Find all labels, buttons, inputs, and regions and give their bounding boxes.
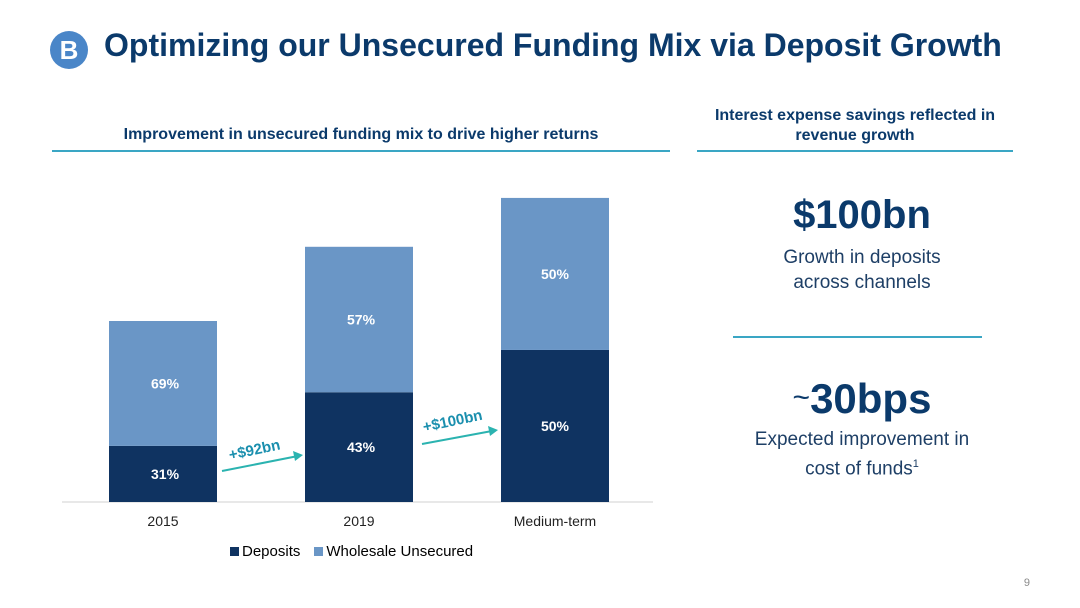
growth-arrow-2-head	[488, 426, 498, 436]
left-divider	[52, 150, 670, 152]
data-label-deposits-0: 31%	[151, 466, 180, 482]
stat-cost-improvement-desc-1: Expected improvement in	[754, 429, 970, 450]
stat-deposit-growth-desc-1: Growth in deposits	[783, 247, 941, 268]
stacked-bar-chart: 31% 69% 2015 43% 57% 2019 50% 50% Medium-term +$…	[62, 197, 653, 529]
x-tick-label-2: Medium-term	[514, 513, 596, 529]
growth-arrow-2-label: +$100bn	[421, 407, 484, 436]
legend-item-deposits: Deposits	[230, 543, 300, 560]
data-label-wholesale-0: 69%	[151, 375, 180, 391]
legend-item-wholesale: Wholesale Unsecured	[314, 543, 473, 560]
right-divider	[697, 150, 1013, 152]
data-label-wholesale-1: 57%	[347, 312, 376, 328]
data-label-deposits-1: 43%	[347, 439, 376, 455]
bar-deposits-0	[109, 445, 217, 502]
legend-label-deposits: Deposits	[242, 543, 301, 560]
bar-deposits-1	[305, 392, 413, 502]
bar-wholesale-2	[501, 197, 609, 350]
footnote-marker: 1	[912, 458, 919, 470]
stat-cost-improvement-desc-text: cost of funds	[805, 458, 913, 480]
x-tick-label-0: 2015	[147, 513, 178, 529]
x-tick-label-1: 2019	[343, 513, 374, 529]
stat-deposit-growth-desc-2: across channels	[793, 272, 931, 293]
page-title: Optimizing our Unsecured Funding Mix via…	[104, 27, 1002, 63]
stat-cost-improvement-desc-2: cost of funds1	[697, 452, 1027, 481]
page-number: 9	[1023, 577, 1030, 589]
bar-deposits-2	[501, 349, 609, 502]
stat-deposit-growth-value: $100bn	[793, 193, 931, 237]
legend-swatch-deposits	[230, 547, 239, 556]
stat-cost-improvement-value: ~30bps	[697, 375, 1027, 423]
section-badge: B	[50, 31, 88, 69]
chart-legend: Deposits Wholesale Unsecured	[230, 543, 473, 560]
right-panel-subtitle: Interest expense savings reflected in re…	[714, 107, 996, 144]
tilde-symbol: ~	[792, 381, 811, 414]
bar-wholesale-0	[109, 321, 217, 446]
growth-arrow-1-line	[221, 455, 299, 472]
growth-arrow-1-head	[293, 451, 303, 461]
data-label-wholesale-2: 50%	[541, 266, 570, 282]
growth-arrow-2-line	[421, 430, 493, 445]
right-mid-divider	[733, 336, 982, 338]
legend-swatch-wholesale	[314, 547, 324, 556]
legend-label-wholesale: Wholesale Unsecured	[326, 543, 474, 560]
stat-cost-improvement-number: 30bps	[810, 375, 932, 422]
bar-wholesale-1	[305, 246, 413, 393]
left-panel-subtitle: Improvement in unsecured funding mix to …	[123, 126, 599, 143]
data-label-deposits-2: 50%	[541, 418, 570, 434]
